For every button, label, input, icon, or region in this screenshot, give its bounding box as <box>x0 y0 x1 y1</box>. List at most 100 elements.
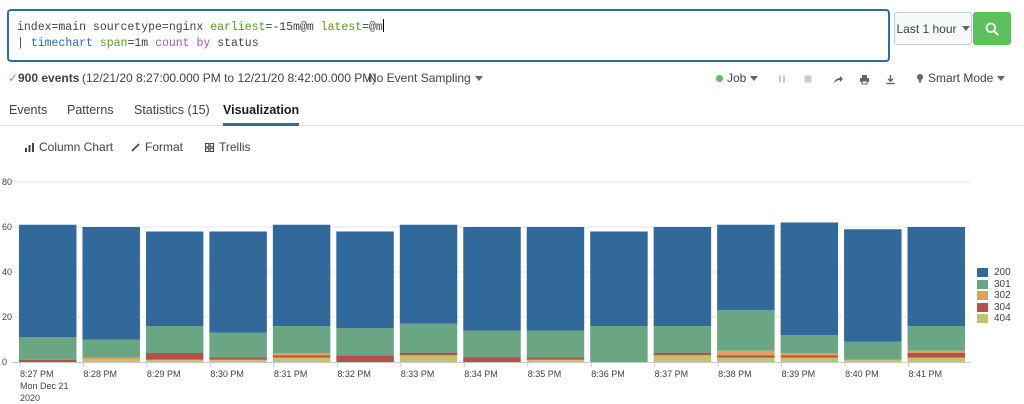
bar-segment-304 <box>653 353 712 356</box>
bar-segment-200 <box>844 229 902 342</box>
bar-segment-301 <box>209 332 267 358</box>
bar-segment-200 <box>399 224 458 324</box>
bar-segment-404 <box>145 359 204 362</box>
query-span-value: =1m <box>127 37 156 50</box>
chart-canvas: 0 20 40 60 80 8:27 PM 8:28 PM 8:29 PM 8:30 PM 8:3… <box>2 177 970 403</box>
check-icon: ✓ <box>8 71 19 85</box>
tab-patterns[interactable]: Patterns <box>67 103 114 117</box>
bar-segment-200 <box>463 227 521 331</box>
bar-segment-301 <box>19 337 77 360</box>
legend-label: 304 <box>994 301 1011 313</box>
bar-segment-301 <box>907 326 965 351</box>
events-time-range: (12/21/20 8:27:00.000 PM to 12/21/20 8:4… <box>82 71 377 85</box>
bar-segment-304 <box>717 355 775 358</box>
bar-segment-301 <box>653 326 712 353</box>
chart-type-button[interactable]: Column Chart <box>25 140 113 154</box>
search-query-editor[interactable]: index=main sourcetype=nginx earliest=-15… <box>7 9 890 62</box>
y-tick-label: 40 <box>2 267 12 277</box>
search-mode-label: Smart Mode <box>928 71 994 85</box>
x-tick-label: 8:29 PM <box>147 369 181 379</box>
stop-icon <box>804 75 812 83</box>
bar-segment-301 <box>844 341 902 360</box>
legend-item-301[interactable]: 301 <box>977 279 1011 291</box>
query-space <box>93 37 100 50</box>
x-tick-label: 8:39 PM <box>782 369 816 379</box>
legend-swatch <box>977 268 988 278</box>
pause-button[interactable] <box>775 72 789 86</box>
query-latest-key: latest <box>320 21 363 34</box>
export-button[interactable] <box>883 72 897 86</box>
bar-segment-302 <box>907 350 965 353</box>
bar-segment-404 <box>209 359 267 362</box>
job-menu[interactable]: Job <box>716 71 759 85</box>
legend-swatch <box>977 314 988 324</box>
query-base: index=main sourcetype=nginx <box>17 21 211 34</box>
bar-segment-304 <box>526 357 585 360</box>
format-button[interactable]: Format <box>131 140 183 154</box>
share-button[interactable] <box>831 72 845 86</box>
event-sampling-dropdown[interactable]: No Event Sampling <box>368 71 483 85</box>
chevron-down-icon <box>474 75 483 81</box>
x-tick-label: 8:36 PM <box>591 369 625 379</box>
bar-segment-200 <box>336 231 394 329</box>
bar-segment-200 <box>780 222 839 335</box>
bar-segment-304 <box>907 353 965 358</box>
x-tick-label: 8:32 PM <box>337 369 371 379</box>
text-cursor <box>382 19 384 32</box>
chevron-down-icon <box>961 26 970 31</box>
y-tick-label: 80 <box>2 177 12 187</box>
bar-segment-200 <box>209 231 267 333</box>
bar-segment-301 <box>145 326 204 353</box>
bar-segment-404 <box>399 355 458 362</box>
search-status-bar: ✓ 900 events (12/21/20 8:27:00.000 PM to… <box>0 68 1024 90</box>
bar-segment-200 <box>272 224 331 326</box>
query-line-2: | timechart span=1m count by status <box>17 36 880 52</box>
x-tick-label: 8:35 PM <box>528 369 562 379</box>
search-area: index=main sourcetype=nginx earliest=-15… <box>0 0 1024 68</box>
bar-segment-301 <box>590 326 648 362</box>
events-count: 900 events <box>18 71 80 85</box>
share-icon <box>833 75 843 83</box>
print-icon <box>859 74 869 84</box>
bar-segment-304 <box>209 357 267 360</box>
query-line-1: index=main sourcetype=nginx earliest=-15… <box>17 19 880 36</box>
search-mode-dropdown[interactable]: Smart Mode <box>916 71 1006 85</box>
chart-legend: 200 301 302 304 404 <box>977 267 1011 325</box>
legend-item-302[interactable]: 302 <box>977 290 1011 302</box>
job-label: Job <box>727 71 747 85</box>
bar-segment-304 <box>399 353 458 356</box>
query-field: status <box>210 37 259 50</box>
bar-segment-304 <box>145 353 204 360</box>
tab-visualization[interactable]: Visualization <box>223 103 300 126</box>
query-earliest-value: =-15m@m <box>265 21 321 34</box>
query-pipe: | <box>17 37 31 50</box>
print-button[interactable] <box>857 72 871 86</box>
tab-statistics[interactable]: Statistics (15) <box>134 103 210 117</box>
query-latest-value: =@m <box>362 21 383 34</box>
query-by: by <box>196 37 211 50</box>
search-button[interactable] <box>973 12 1011 45</box>
chart-type-label: Column Chart <box>39 140 114 154</box>
grid-icon <box>205 142 214 152</box>
legend-label: 404 <box>994 313 1011 325</box>
legend-item-200[interactable]: 200 <box>977 267 1011 279</box>
x-tick-label: 8:34 PM <box>464 369 498 379</box>
download-icon <box>886 74 894 84</box>
trellis-button[interactable]: Trellis <box>205 140 251 154</box>
x-tick-label: 8:33 PM <box>401 369 435 379</box>
bar-segment-404 <box>653 355 712 362</box>
legend-item-404[interactable]: 404 <box>977 313 1011 325</box>
legend-item-304[interactable]: 304 <box>977 302 1011 314</box>
bar-segment-200 <box>653 227 712 326</box>
results-tabs: Events Patterns Statistics (15) Visualiz… <box>0 98 1024 126</box>
bar-segment-302 <box>717 350 775 356</box>
x-tick-label: 8:38 PM <box>718 369 752 379</box>
tab-events[interactable]: Events <box>9 103 48 117</box>
bar-segment-302 <box>82 357 140 360</box>
time-range-picker[interactable]: Last 1 hour <box>894 12 972 45</box>
bar-segment-404 <box>82 359 140 362</box>
magnifier-icon <box>985 22 999 36</box>
stop-button[interactable] <box>801 72 815 86</box>
bar-segment-404 <box>717 357 775 362</box>
bar-segment-304 <box>780 355 839 358</box>
